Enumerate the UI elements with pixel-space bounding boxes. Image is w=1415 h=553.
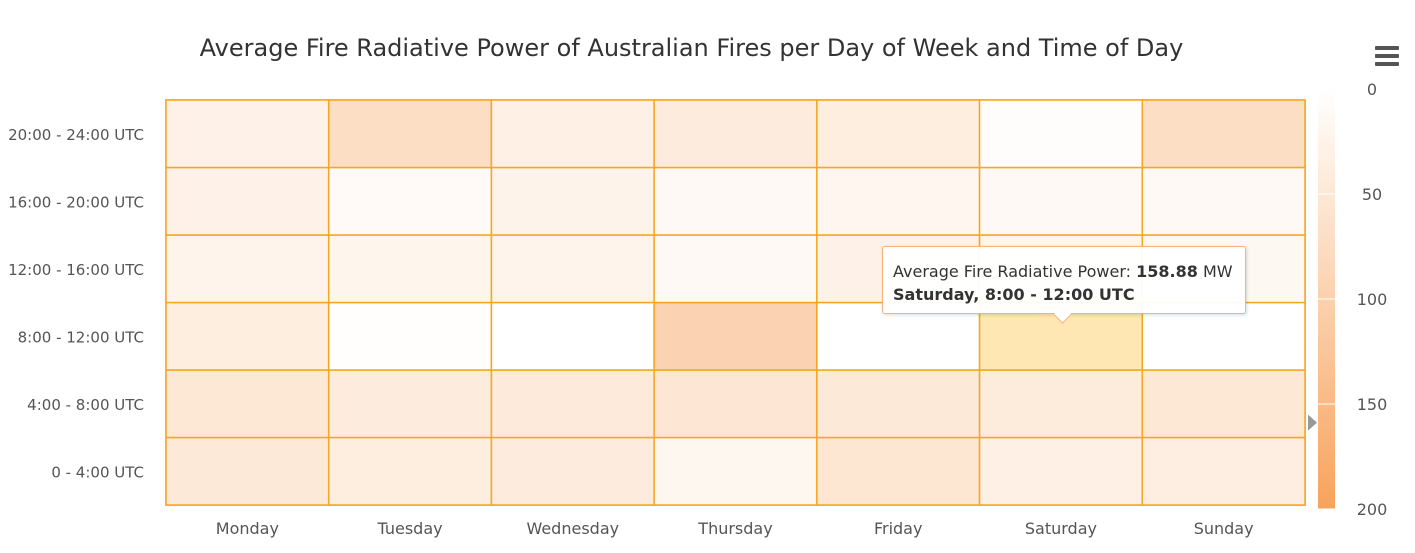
- heatmap-cell-friday-0[interactable]: [816, 436, 981, 506]
- heatmap-cell-thursday-4[interactable]: [653, 166, 818, 236]
- heatmap-cell-monday-0[interactable]: [165, 436, 330, 506]
- y-axis-label-1: 4:00 - 8:00 UTC: [27, 396, 144, 414]
- x-axis-label-friday: Friday: [874, 519, 923, 538]
- heatmap-cell-tuesday-5[interactable]: [327, 99, 493, 169]
- heatmap-cell-tuesday-0[interactable]: [327, 436, 493, 506]
- heatmap-cell-thursday-0[interactable]: [653, 436, 818, 506]
- heatmap-cell-wednesday-5[interactable]: [490, 99, 655, 169]
- heatmap-cell-friday-1[interactable]: [816, 369, 981, 439]
- y-axis-label-2: 8:00 - 12:00 UTC: [18, 328, 144, 346]
- heatmap-cell-sunday-0[interactable]: [1141, 436, 1306, 506]
- heatmap-cell-wednesday-2[interactable]: [490, 301, 655, 371]
- heatmap-cell-friday-4[interactable]: [816, 166, 981, 236]
- x-axis-label-wednesday: Wednesday: [526, 519, 619, 538]
- heatmap-cell-monday-1[interactable]: [165, 369, 330, 439]
- heatmap-cell-thursday-2[interactable]: [653, 301, 818, 371]
- heatmap-cell-wednesday-4[interactable]: [490, 166, 655, 236]
- hamburger-menu-icon[interactable]: [1372, 44, 1402, 68]
- heatmap-cell-saturday-0[interactable]: [978, 436, 1144, 506]
- heatmap-cell-saturday-5[interactable]: [978, 99, 1144, 169]
- legend-tick-label-50: 50: [1362, 185, 1382, 204]
- x-axis-label-thursday: Thursday: [697, 519, 772, 538]
- chart-title: Average Fire Radiative Power of Australi…: [199, 34, 1184, 62]
- heatmap-cell-tuesday-4[interactable]: [327, 166, 493, 236]
- y-axis-label-4: 16:00 - 20:00 UTC: [8, 193, 144, 211]
- heatmap-cell-saturday-4[interactable]: [978, 166, 1144, 236]
- heatmap-cell-thursday-1[interactable]: [653, 369, 818, 439]
- heatmap-cell-wednesday-1[interactable]: [490, 369, 655, 439]
- x-axis-label-sunday: Sunday: [1194, 519, 1254, 538]
- heatmap-cell-sunday-1[interactable]: [1141, 369, 1306, 439]
- legend-value-marker: [1308, 414, 1317, 431]
- y-axis-label-0: 0 - 4:00 UTC: [51, 463, 144, 481]
- heatmap-cell-monday-5[interactable]: [165, 99, 330, 169]
- heatmap-cell-sunday-4[interactable]: [1141, 166, 1306, 236]
- legend-tick-label-200: 200: [1357, 500, 1388, 519]
- heatmap-cell-wednesday-3[interactable]: [490, 234, 655, 304]
- y-axis-label-5: 20:00 - 24:00 UTC: [8, 126, 144, 144]
- heatmap-cell-saturday-1[interactable]: [978, 369, 1144, 439]
- tooltip-series-label: Average Fire Radiative Power:: [893, 262, 1132, 281]
- heatmap-cell-tuesday-2[interactable]: [327, 301, 493, 371]
- x-axis-label-monday: Monday: [216, 519, 279, 538]
- heatmap-cell-friday-5[interactable]: [816, 99, 981, 169]
- tooltip-unit: MW: [1202, 262, 1233, 281]
- legend-tick-label-150: 150: [1357, 395, 1388, 414]
- y-axis-label-3: 12:00 - 16:00 UTC: [8, 261, 144, 279]
- tooltip: Average Fire Radiative Power: 158.88 MW …: [882, 246, 1246, 324]
- x-axis-label-saturday: Saturday: [1025, 519, 1097, 538]
- heatmap-cell-monday-3[interactable]: [165, 234, 330, 304]
- legend-tick-label-100: 100: [1357, 290, 1388, 309]
- heatmap-cell-wednesday-0[interactable]: [490, 436, 655, 506]
- tooltip-value: 158.88: [1136, 262, 1198, 281]
- legend-tick-label-0: 0: [1367, 80, 1377, 99]
- heatmap-cell-monday-4[interactable]: [165, 166, 330, 236]
- x-axis-label-tuesday: Tuesday: [377, 519, 443, 538]
- heatmap-cell-thursday-3[interactable]: [653, 234, 818, 304]
- heatmap-cell-thursday-5[interactable]: [653, 99, 818, 169]
- heatmap-cell-tuesday-1[interactable]: [327, 369, 493, 439]
- heatmap-cell-sunday-5[interactable]: [1141, 99, 1306, 169]
- heatmap-cell-monday-2[interactable]: [165, 301, 330, 371]
- tooltip-point-label: Saturday, 8:00 - 12:00 UTC: [893, 285, 1135, 304]
- heatmap-cell-tuesday-3[interactable]: [327, 234, 493, 304]
